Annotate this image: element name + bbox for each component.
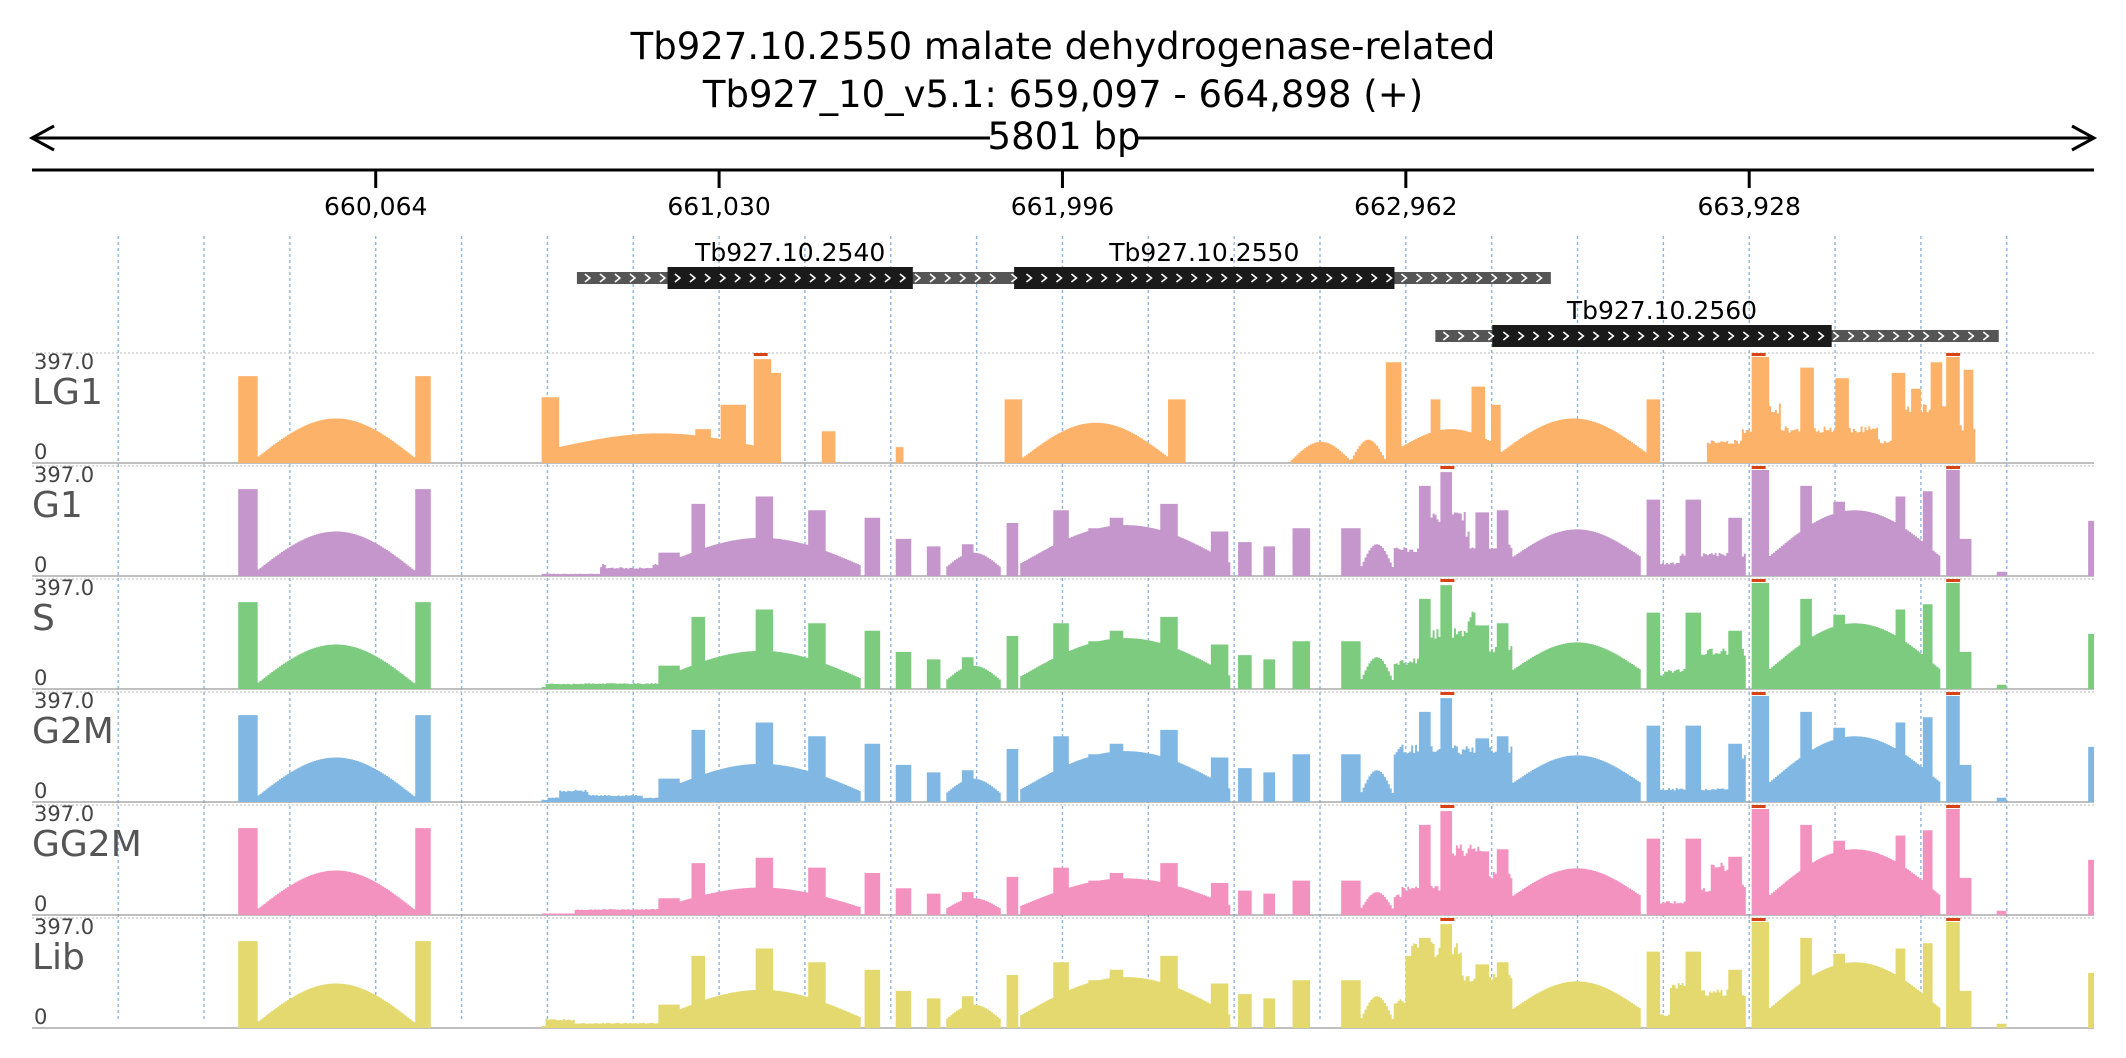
gene-cds [667, 267, 913, 289]
span-indicator: 5801 bp [28, 115, 2098, 158]
track-max-label: 397.0 [34, 689, 94, 713]
coverage-area [32, 696, 2094, 802]
clip-marker [1751, 353, 1766, 356]
span-arrow-right-icon [2071, 124, 2098, 152]
coverage-track[interactable]: 397.0G1 0 [32, 463, 2094, 577]
track-max-label: 397.0 [34, 350, 94, 374]
gene-title: Tb927.10.2550 malate dehydrogenase-relat… [630, 25, 1496, 68]
clip-marker [1440, 918, 1455, 921]
clip-marker [1751, 466, 1766, 469]
track-min-label: 0 [34, 779, 47, 803]
gene-label: Tb927.10.2550 [1108, 238, 1299, 267]
gene-feature[interactable]: Tb927.10.2550 [1003, 238, 1551, 289]
track-min-label: 0 [34, 1005, 47, 1029]
coverage-area [32, 922, 2094, 1028]
track-min-label: 0 [34, 553, 47, 577]
gene-label: Tb927.10.2560 [1566, 296, 1757, 325]
clip-marker [1946, 466, 1961, 469]
track-name: Lib [32, 937, 85, 978]
clip-marker [753, 353, 768, 356]
gene-feature[interactable]: Tb927.10.2540 [576, 238, 1040, 289]
span-arrow-left-icon [28, 124, 55, 152]
gene-label: Tb927.10.2540 [694, 238, 885, 267]
coverage-area [32, 809, 2094, 915]
coverage-area [32, 583, 2094, 689]
track-name: GG2M [32, 824, 142, 865]
gene-feature[interactable]: Tb927.10.2560 [1435, 296, 1999, 347]
coverage-area [32, 357, 2094, 463]
strand-arrow-icon [1442, 331, 1990, 341]
track-min-label: 0 [34, 666, 47, 690]
track-min-label: 0 [34, 892, 47, 916]
ruler-tick-label: 661,030 [667, 192, 770, 221]
track-max-label: 397.0 [34, 576, 94, 600]
track-name: S [32, 598, 55, 639]
clip-marker [1946, 692, 1961, 695]
track-name: G1 [32, 485, 83, 526]
clip-marker [1946, 353, 1961, 356]
ruler: 660,064 661,030 661,996 662,962 663,928 [32, 168, 2094, 221]
header: Tb927.10.2550 malate dehydrogenase-relat… [630, 25, 1496, 116]
clip-marker [1751, 805, 1766, 808]
clip-marker [1440, 805, 1455, 808]
clip-marker [1751, 579, 1766, 582]
clip-marker [1946, 918, 1961, 921]
ruler-tick-label: 660,064 [324, 192, 427, 221]
track-min-label: 0 [34, 440, 47, 464]
strand-arrow-icon [1010, 273, 1543, 283]
track-max-label: 397.0 [34, 463, 94, 487]
track-max-label: 397.0 [34, 802, 94, 826]
gene-cds [1492, 325, 1832, 347]
strand-arrow-icon [584, 273, 1027, 283]
track-name: LG1 [32, 372, 103, 413]
ruler-ticks: 660,064 661,030 661,996 662,962 663,928 [324, 170, 1801, 221]
locus-label: Tb927_10_v5.1: 659,097 - 664,898 (+) [702, 73, 1423, 116]
coverage-tracks: 397.0LG10397.0G10397.0S0397.0G2M0397.0GG… [32, 350, 2094, 1029]
track-max-label: 397.0 [34, 915, 94, 939]
ruler-tick-label: 663,928 [1698, 192, 1801, 221]
gene-cds [1014, 267, 1395, 289]
clip-marker [1440, 466, 1455, 469]
clip-marker [1946, 579, 1961, 582]
track-name: G2M [32, 711, 114, 752]
span-length-label: 5801 bp [988, 115, 1141, 158]
clip-marker [1946, 805, 1961, 808]
ruler-tick-label: 661,996 [1011, 192, 1114, 221]
clip-marker [1751, 918, 1766, 921]
coverage-track[interactable]: 397.0S 0 [32, 576, 2094, 690]
clip-marker [1440, 579, 1455, 582]
coverage-area [32, 470, 2094, 576]
gene-annotation-track: Tb927.10.2540 Tb927.10.2550 Tb927.10.2560 [576, 238, 1999, 347]
ruler-tick-label: 662,962 [1354, 192, 1457, 221]
clip-marker [1751, 692, 1766, 695]
clip-marker [1440, 692, 1455, 695]
